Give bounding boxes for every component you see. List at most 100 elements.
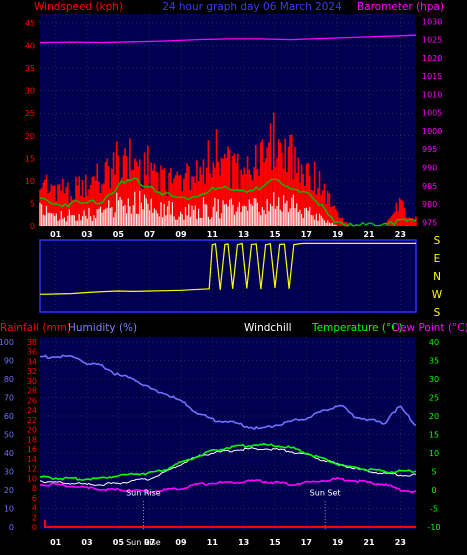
temp-plot-area — [40, 337, 416, 530]
sun-event-label: Sun Rise — [126, 489, 161, 498]
windspeed-tick-label: 25 — [25, 109, 35, 118]
windspeed-tick-label: 40 — [25, 42, 35, 51]
rainfall-tick-label: 6 — [32, 494, 37, 503]
windspeed-axis-label: Windspeed (kph) — [34, 1, 123, 13]
humidity-tick-label: 10 — [4, 505, 14, 514]
rainfall-tick-label: 22 — [27, 416, 37, 425]
chart-title: 24 hour graph day 06 March 2024 — [162, 1, 342, 13]
windspeed-tick-label: 5 — [30, 199, 35, 208]
barometer-tick-label: 995 — [422, 145, 437, 154]
windspeed-tick-label: 30 — [25, 87, 35, 96]
barometer-tick-label: 990 — [422, 164, 437, 173]
wind-x-tick-label: 03 — [81, 230, 92, 239]
rainfall-tick-label: 28 — [27, 387, 37, 396]
temp-x-tick-label: 19 — [332, 538, 344, 547]
temp-x-tick-label: 13 — [238, 538, 249, 547]
rainfall-tick-label: 12 — [27, 465, 37, 474]
barometer-tick-label: 1010 — [422, 90, 442, 99]
windchill-label: Windchill — [244, 322, 292, 334]
temp-x-tick-label: 09 — [175, 538, 187, 547]
rainfall-tick-label: 18 — [27, 435, 37, 444]
temperature-series — [39, 442, 417, 481]
temperature-tick-label: 10 — [429, 449, 439, 458]
temperature-tick-label: 40 — [429, 338, 439, 347]
temp-x-tick-label: 03 — [81, 538, 92, 547]
rainfall-tick-label: 20 — [27, 426, 37, 435]
rainfall-tick-label: 32 — [27, 367, 37, 376]
humidity-tick-label: 20 — [4, 486, 14, 495]
wind-x-tick-label: 15 — [269, 230, 281, 239]
humidity-tick-label: 100 — [0, 338, 14, 347]
wind-barometer-chart: 24 hour graph day 06 March 2024 Windspee… — [25, 1, 444, 239]
temperature-humidity-chart: Rainfall (mm) Humidity (%) Windchill Tem… — [0, 322, 467, 547]
barometer-axis-label: Barometer (hpa) — [357, 1, 444, 13]
windchill-series — [39, 447, 417, 487]
wind-x-tick-label: 01 — [50, 230, 62, 239]
direction-plot-area — [39, 239, 417, 313]
temp-x-tick-label: 17 — [301, 538, 312, 547]
rainfall-tick-label: 38 — [27, 338, 37, 347]
compass-label: W — [432, 289, 443, 301]
rainfall-tick-label: 2 — [32, 513, 37, 522]
humidity-tick-label: 50 — [4, 431, 14, 440]
wind-x-tick-label: 21 — [363, 230, 375, 239]
humidity-axis-label: Humidity (%) — [68, 322, 137, 334]
compass-label: N — [433, 271, 441, 283]
windspeed-tick-label: 35 — [25, 64, 35, 73]
barometer-tick-label: 980 — [422, 200, 437, 209]
humidity-tick-label: 80 — [4, 375, 14, 384]
barometer-tick-label: 985 — [422, 182, 437, 191]
temperature-tick-label: -10 — [427, 523, 440, 532]
barometer-tick-label: 1005 — [422, 109, 442, 118]
compass-label: E — [434, 253, 441, 265]
humidity-tick-label: 40 — [4, 449, 14, 458]
rainfall-tick-label: 30 — [27, 377, 37, 386]
windspeed-series — [39, 190, 339, 226]
wind-x-tick-label: 09 — [175, 230, 187, 239]
humidity-tick-label: 90 — [4, 357, 14, 366]
rainfall-tick-label: 16 — [27, 445, 37, 454]
temperature-tick-label: -5 — [430, 505, 438, 514]
windspeed-tick-label: 15 — [25, 154, 35, 163]
temperature-tick-label: 15 — [429, 431, 439, 440]
barometer-tick-label: 1015 — [422, 72, 442, 81]
temp-x-tick-label: 23 — [395, 538, 406, 547]
temperature-tick-label: 20 — [429, 412, 439, 421]
rainfall-tick-label: 4 — [32, 504, 37, 513]
rainfall-tick-label: 10 — [27, 474, 37, 483]
humidity-series — [39, 354, 417, 431]
rainfall-tick-label: 36 — [27, 348, 37, 357]
dewpoint-series — [39, 476, 417, 495]
temp-x-tick-label: 07 — [144, 538, 155, 547]
humidity-tick-label: 60 — [4, 412, 14, 421]
humidity-tick-label: 0 — [9, 523, 14, 532]
temperature-tick-label: 0 — [431, 486, 436, 495]
barometer-tick-label: 1025 — [422, 36, 442, 45]
barometer-tick-label: 1000 — [422, 127, 442, 136]
compass-label: S — [434, 235, 441, 247]
barometer-tick-label: 975 — [422, 218, 437, 227]
temperature-tick-label: 35 — [429, 357, 439, 366]
windspeed-tick-label: 10 — [25, 177, 35, 186]
temperature-tick-label: 30 — [429, 375, 439, 384]
sunrise-axis-label: Sun Rise — [126, 538, 161, 547]
compass-label: S — [434, 307, 441, 319]
temp-x-tick-label: 15 — [269, 538, 281, 547]
humidity-tick-label: 70 — [4, 394, 14, 403]
temperature-axis-label: Temperature (°C) — [311, 322, 403, 334]
rainfall-tick-label: 26 — [27, 396, 37, 405]
temperature-tick-label: 25 — [429, 394, 439, 403]
wind-direction-series — [39, 242, 416, 295]
windspeed-tick-label: 0 — [30, 222, 35, 231]
sun-event-label: Sun Set — [310, 489, 341, 498]
humidity-tick-label: 30 — [4, 468, 14, 477]
rainfall-tick-label: 34 — [27, 357, 37, 366]
rainfall-tick-label: 24 — [27, 406, 37, 415]
barometer-tick-label: 1020 — [422, 54, 442, 63]
temp-x-tick-label: 11 — [207, 538, 219, 547]
rainfall-tick-label: 14 — [27, 455, 37, 464]
temp-x-tick-label: 21 — [363, 538, 375, 547]
windspeed-tick-label: 45 — [25, 19, 35, 28]
